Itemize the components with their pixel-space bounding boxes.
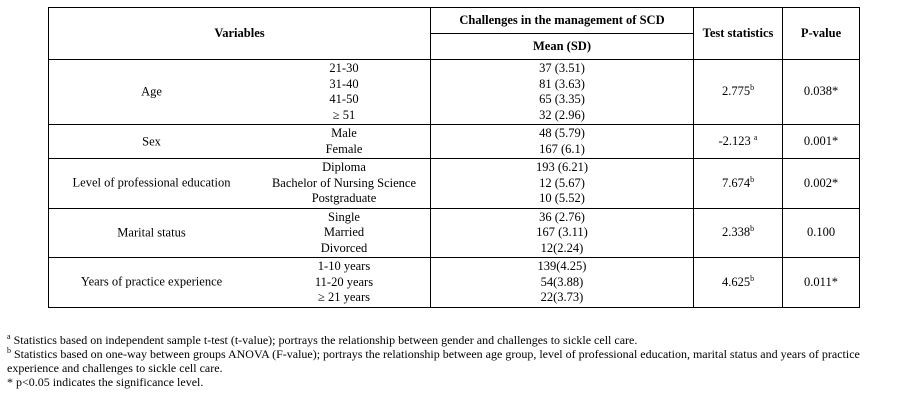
p-value-cell: 0.002* — [782, 158, 860, 209]
test-statistic-cell: 2.775b — [693, 59, 783, 125]
p-value: 0.038* — [803, 84, 839, 99]
mean-sd-cell: 193 (6.21) 12 (5.67) 10 (5.52) — [430, 158, 694, 209]
mean-sd-value: 36 (2.76) — [539, 209, 585, 224]
level-label: ≥ 21 years — [318, 290, 370, 304]
level-label: Married — [323, 225, 365, 239]
header-challenges: Challenges in the management of SCD — [430, 7, 694, 34]
footnote-reference: b — [750, 174, 755, 184]
mean-sd-value: 12(2.24) — [540, 240, 584, 255]
header-p-value: P-value — [782, 7, 860, 60]
footnote-text: * p<0.05 indicates the significance leve… — [7, 375, 204, 389]
table-notes: a Statistics based on independent sample… — [7, 332, 902, 390]
test-statistic-value: 7.674 — [721, 175, 751, 190]
footnote-mark: b — [7, 346, 11, 355]
level-label: Diploma — [322, 160, 366, 174]
table-body: Age 21-30 31-40 41-50 ≥ 51 37 (3.51) 81 (3.63)… — [48, 59, 860, 308]
level-label: 11-20 years — [314, 274, 374, 289]
variable-levels: Diploma Bachelor of Nursing Science Postgr… — [254, 159, 434, 208]
mean-sd-cell: 139(4.25) 54(3.88) 22(3.73) — [430, 257, 694, 308]
footnote: * p<0.05 indicates the significance leve… — [7, 375, 902, 389]
p-value-cell: 0.100 — [782, 207, 860, 258]
test-statistic-cell: 7.674b — [693, 158, 783, 209]
mean-sd-value: 54(3.88) — [540, 274, 584, 289]
test-statistic-cell: -2.123 a — [693, 124, 783, 159]
level-label: Female — [325, 141, 363, 156]
table-row: Marital status Single Married Divorced 36 (2… — [48, 207, 860, 258]
mean-sd-value: 167 (3.11) — [536, 225, 588, 239]
variable-name: Years of practice experience — [80, 274, 223, 289]
table-row: Years of practice experience 1-10 years 11… — [48, 257, 860, 308]
level-label: Bachelor of Nursing Science — [271, 175, 417, 190]
footnote: a Statistics based on independent sample… — [7, 332, 902, 348]
level-label: Postgraduate — [311, 191, 377, 205]
mean-sd-value: 167 (6.1) — [539, 141, 585, 156]
mean-sd-value: 22(3.73) — [540, 290, 584, 304]
footnote: b Statistics based on one-way between gr… — [7, 346, 902, 376]
variable-cell: Sex Male Female — [48, 124, 434, 159]
variable-cell: Marital status Single Married Divorced — [48, 207, 434, 258]
level-label: 41-50 — [329, 92, 359, 106]
mean-sd-value: 37 (3.51) — [539, 61, 585, 75]
p-value-cell: 0.001* — [782, 124, 860, 159]
mean-sd-value: 12 (5.67) — [539, 175, 585, 190]
level-label: 1-10 years — [317, 259, 371, 273]
mean-sd-cell: 37 (3.51) 81 (3.63) 65 (3.35) 32 (2.96) — [430, 59, 694, 125]
test-statistic-value: 2.775 — [721, 84, 751, 99]
mean-sd-value: 81 (3.63) — [539, 76, 585, 91]
mean-sd-value: 193 (6.21) — [535, 160, 589, 174]
test-statistic-value: -2.123 — [718, 133, 751, 148]
variable-cell: Level of professional education Diploma Ba… — [48, 158, 434, 209]
variable-name: Level of professional education — [72, 175, 231, 190]
footnote-text: Statistics based on one-way between grou… — [7, 347, 860, 375]
header-mean-sd: Mean (SD) — [430, 33, 694, 60]
footnote-reference: b — [750, 223, 755, 233]
variable-name: Sex — [142, 133, 161, 148]
footnote-reference: b — [750, 83, 755, 93]
table-row: Age 21-30 31-40 41-50 ≥ 51 37 (3.51) 81 (3.63)… — [48, 59, 860, 125]
variable-levels: 1-10 years 11-20 years ≥ 21 years — [254, 258, 434, 307]
test-statistic-cell: 4.625b — [693, 257, 783, 308]
footnote-reference: a — [753, 132, 758, 142]
p-value: 0.100 — [806, 225, 836, 239]
results-table: Variables Challenges in the management o… — [48, 7, 860, 308]
mean-sd-cell: 36 (2.76) 167 (3.11) 12(2.24) — [430, 207, 694, 258]
level-label: ≥ 51 — [332, 107, 356, 122]
test-statistic-value: 4.625 — [721, 274, 751, 289]
footnote-mark: a — [7, 332, 11, 341]
mean-sd-value: 139(4.25) — [537, 259, 587, 273]
test-statistic-value: 2.338 — [721, 225, 751, 239]
variable-levels: Male Female — [254, 125, 434, 158]
header-variables: Variables — [48, 7, 431, 60]
variable-cell: Age 21-30 31-40 41-50 ≥ 51 — [48, 59, 434, 125]
variable-levels: 21-30 31-40 41-50 ≥ 51 — [254, 60, 434, 124]
variable-name: Age — [141, 84, 162, 99]
mean-sd-cell: 48 (5.79) 167 (6.1) — [430, 124, 694, 159]
level-label: Single — [328, 209, 360, 224]
mean-sd-value: 65 (3.35) — [539, 92, 585, 106]
footnote-reference: b — [750, 273, 755, 283]
mean-sd-value: 32 (2.96) — [539, 107, 585, 122]
variable-name: Marital status — [117, 225, 186, 239]
p-value-cell: 0.011* — [782, 257, 860, 308]
p-value: 0.002* — [803, 175, 839, 190]
footnote-text: Statistics based on independent sample t… — [10, 333, 638, 347]
level-label: 31-40 — [329, 76, 359, 91]
level-label: Male — [331, 126, 357, 140]
level-label: Divorced — [320, 240, 368, 255]
p-value: 0.011* — [804, 274, 838, 289]
test-statistic-cell: 2.338b — [693, 207, 783, 258]
variable-cell: Years of practice experience 1-10 years 11… — [48, 257, 434, 308]
header-test-statistics: Test statistics — [693, 7, 783, 60]
variable-levels: Single Married Divorced — [254, 209, 434, 258]
level-label: 21-30 — [329, 61, 359, 75]
p-value-cell: 0.038* — [782, 59, 860, 125]
table-row: Level of professional education Diploma Ba… — [48, 158, 860, 209]
mean-sd-value: 48 (5.79) — [539, 126, 585, 140]
mean-sd-value: 10 (5.52) — [539, 191, 585, 205]
p-value: 0.001* — [803, 133, 839, 148]
